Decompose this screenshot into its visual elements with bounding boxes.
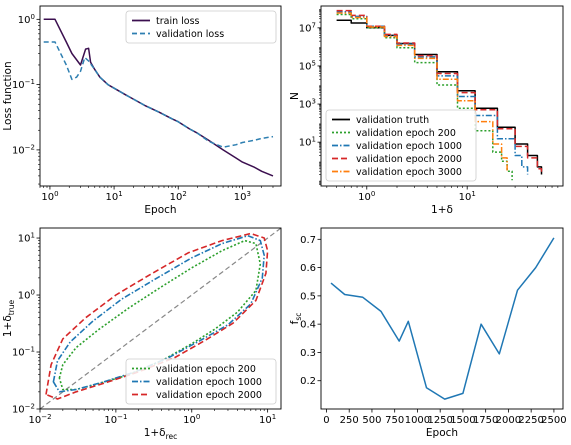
y-tick-label: 100 bbox=[18, 289, 35, 302]
legend-label-validation-epoch-200: validation epoch 200 bbox=[156, 364, 256, 375]
legend-label-validation-epoch-200: validation epoch 200 bbox=[356, 128, 456, 139]
y-tick-label: 103 bbox=[299, 98, 316, 111]
y-tick-label: 10−1 bbox=[12, 346, 35, 359]
x-tick-label: 100 bbox=[183, 413, 200, 426]
legend-label-validation-epoch-2000: validation epoch 2000 bbox=[356, 154, 462, 165]
x-axis-label: Epoch bbox=[426, 427, 458, 439]
x-tick-label: 10−1 bbox=[104, 413, 127, 426]
legend-frame bbox=[125, 358, 277, 405]
x-tick-label: 100 bbox=[358, 190, 375, 203]
y-tick-label: 10−2 bbox=[12, 403, 35, 416]
series-line-1 bbox=[330, 237, 555, 400]
x-tick-label: 1750 bbox=[473, 415, 498, 426]
y-axis-label: N bbox=[289, 92, 301, 100]
legend-label-validation-truth: validation truth bbox=[356, 115, 429, 126]
series-validation-epoch-1000 bbox=[52, 234, 265, 393]
x-axis-label: Epoch bbox=[144, 204, 176, 216]
x-tick-label: 103 bbox=[234, 190, 251, 203]
x-axis-label: 1+δ bbox=[431, 204, 453, 216]
y-tick-label: 105 bbox=[299, 59, 316, 72]
legend: validation truth validation epoch 200 vali… bbox=[325, 109, 477, 182]
axes-frame bbox=[320, 5, 564, 187]
axes-frame bbox=[320, 227, 564, 410]
x-tick-label: 101 bbox=[105, 190, 122, 203]
y-tick-label: 100 bbox=[18, 13, 35, 26]
y-axis-label: Loss function bbox=[2, 61, 14, 130]
x-tick-label: 2500 bbox=[541, 415, 566, 426]
identity-line bbox=[40, 228, 281, 409]
axes-frame bbox=[39, 5, 282, 187]
y-tick-label: 101 bbox=[299, 136, 316, 149]
legend-label-train-loss: train loss bbox=[156, 16, 200, 27]
y-tick-label: 0.2 bbox=[300, 376, 316, 387]
plot-area bbox=[330, 237, 555, 400]
x-tick-label: 10−2 bbox=[28, 413, 51, 426]
x-tick-label: 500 bbox=[362, 415, 381, 426]
axes-frame bbox=[39, 227, 282, 410]
legend-label-validation-epoch-3000: validation epoch 3000 bbox=[356, 167, 462, 178]
y-tick-label: 0.7 bbox=[300, 235, 316, 246]
legend-label-validation-epoch-2000: validation epoch 2000 bbox=[156, 390, 262, 401]
y-axis-label: 1+δtrue bbox=[2, 299, 16, 337]
y-tick-label: 10−1 bbox=[12, 78, 35, 91]
y-tick-label: 0.4 bbox=[300, 320, 316, 331]
legend-label-validation-epoch-1000: validation epoch 1000 bbox=[356, 141, 462, 152]
legend-label-validation-loss: validation loss bbox=[156, 29, 224, 40]
chart-panel-3: 10−2 10−1 100 101 10−2 10−1 100 101 1+δrec 1+δtru… bbox=[2, 227, 282, 441]
plot-area bbox=[40, 228, 281, 409]
y-axis-label: fsc bbox=[289, 313, 303, 325]
x-tick-label: 0 bbox=[323, 415, 329, 426]
x-tick-label: 102 bbox=[170, 190, 187, 203]
series-validation-epoch-2000 bbox=[45, 232, 269, 400]
x-tick-label: 101 bbox=[459, 190, 476, 203]
plot-area bbox=[43, 18, 274, 177]
x-tick-label: 2000 bbox=[496, 415, 521, 426]
series-validation-epoch-3000 bbox=[336, 12, 508, 172]
y-tick-label: 10−2 bbox=[12, 143, 35, 156]
x-tick-label: 250 bbox=[340, 415, 359, 426]
y-tick-label: 101 bbox=[18, 232, 35, 245]
series-validation-loss bbox=[43, 41, 274, 148]
x-tick-label: 1000 bbox=[405, 415, 430, 426]
legend-label-validation-epoch-1000: validation epoch 1000 bbox=[156, 377, 262, 388]
legend-frame bbox=[125, 10, 277, 44]
y-tick-label: 0.6 bbox=[300, 263, 316, 274]
x-tick-label: 1250 bbox=[427, 415, 452, 426]
series-validation-epoch-2000 bbox=[336, 9, 543, 175]
y-tick-label: 0.3 bbox=[300, 348, 316, 359]
x-axis-label: 1+δrec bbox=[144, 427, 178, 441]
x-tick-label: 750 bbox=[385, 415, 404, 426]
y-tick-label: 107 bbox=[299, 21, 316, 34]
plot-area bbox=[336, 9, 543, 181]
legend-frame bbox=[325, 109, 477, 182]
y-tick-label: 0.5 bbox=[300, 291, 316, 302]
x-tick-label: 2250 bbox=[518, 415, 543, 426]
legend: train loss validation loss bbox=[125, 10, 277, 44]
chart-panel-1: 100 101 102 103 100 10−1 10−2 Epoch Loss functio… bbox=[2, 5, 282, 216]
legend: validation epoch 200 validation epoch 100… bbox=[125, 358, 277, 405]
x-tick-label: 100 bbox=[41, 190, 58, 203]
x-tick-label: 101 bbox=[259, 413, 276, 426]
x-tick-label: 1500 bbox=[450, 415, 475, 426]
